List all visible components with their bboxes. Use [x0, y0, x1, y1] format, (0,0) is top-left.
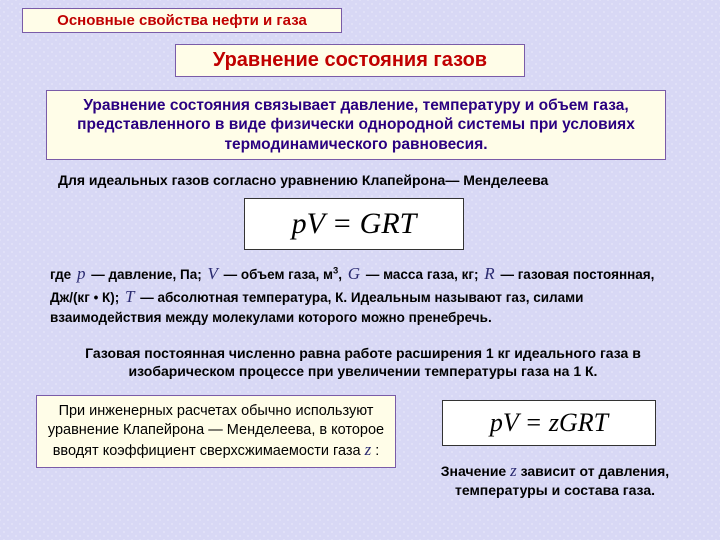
gas-constant-note: Газовая постоянная численно равна работе…	[48, 344, 678, 380]
text: — объем газа, м	[220, 267, 333, 282]
var-R: R	[482, 264, 496, 283]
variable-explanation: где p — давление, Па; V — объем газа, м3…	[50, 263, 670, 327]
var-G: G	[346, 264, 362, 283]
section-header: Основные свойства нефти и газа	[22, 8, 342, 33]
text: Значение	[441, 463, 510, 479]
z-dependency-note: Значение z зависит от давления, температ…	[420, 460, 690, 500]
var-z: z	[510, 461, 517, 480]
ideal-gas-intro: Для идеальных газов согласно уравнению К…	[58, 172, 658, 188]
formula-with-z: pV = zGRT	[442, 400, 656, 446]
definition-box: Уравнение состояния связывает давление, …	[46, 90, 666, 160]
page-title: Уравнение состояния газов	[175, 44, 525, 77]
var-V: V	[205, 264, 219, 283]
text: ,	[338, 267, 346, 282]
engineering-note-box: При инженерных расчетах обычно использую…	[36, 395, 396, 468]
formula-clapeyron: pV = GRT	[244, 198, 464, 250]
text: где	[50, 267, 75, 282]
text: :	[371, 443, 379, 459]
var-p: p	[75, 264, 88, 283]
text: При инженерных расчетах обычно использую…	[48, 403, 384, 459]
text: — масса газа, кг;	[362, 267, 482, 282]
text: — давление, Па;	[87, 267, 205, 282]
var-T: T	[123, 287, 136, 306]
